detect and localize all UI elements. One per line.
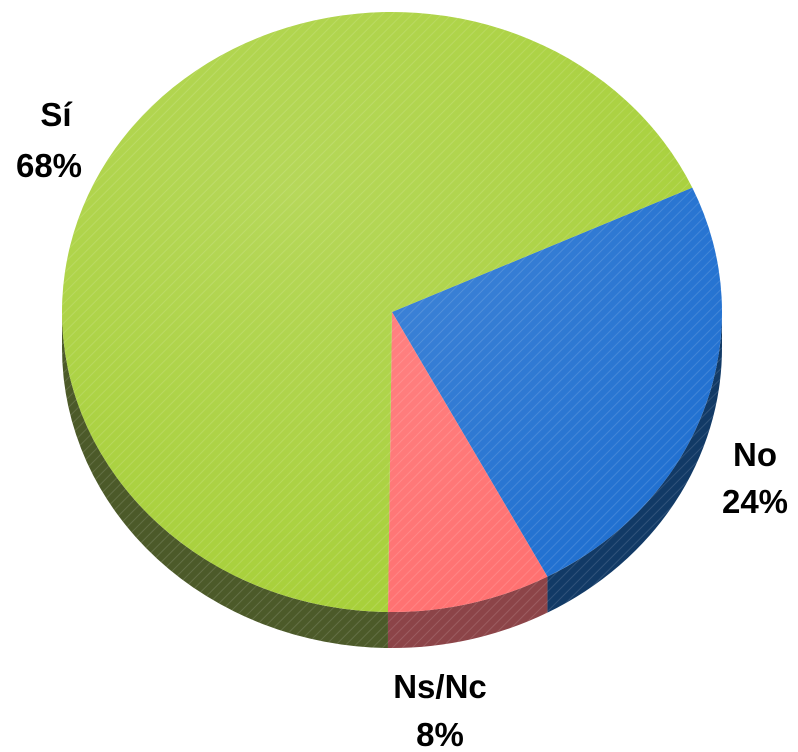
slice-label-si: Sí	[40, 96, 73, 133]
slice-value-si: 68%	[16, 147, 82, 184]
slice-side-texture	[547, 312, 722, 613]
slice-side-texture	[387, 576, 548, 648]
slice-label-no: No	[733, 436, 777, 473]
pie-texture	[62, 12, 722, 612]
pie-sides	[62, 312, 722, 648]
slice-value-nsnc: 8%	[416, 716, 464, 752]
pie-shine	[62, 12, 722, 612]
slice-label-nsnc: Ns/Nc	[393, 668, 487, 705]
slice-side-texture	[62, 312, 388, 648]
slice-value-no: 24%	[722, 483, 788, 520]
